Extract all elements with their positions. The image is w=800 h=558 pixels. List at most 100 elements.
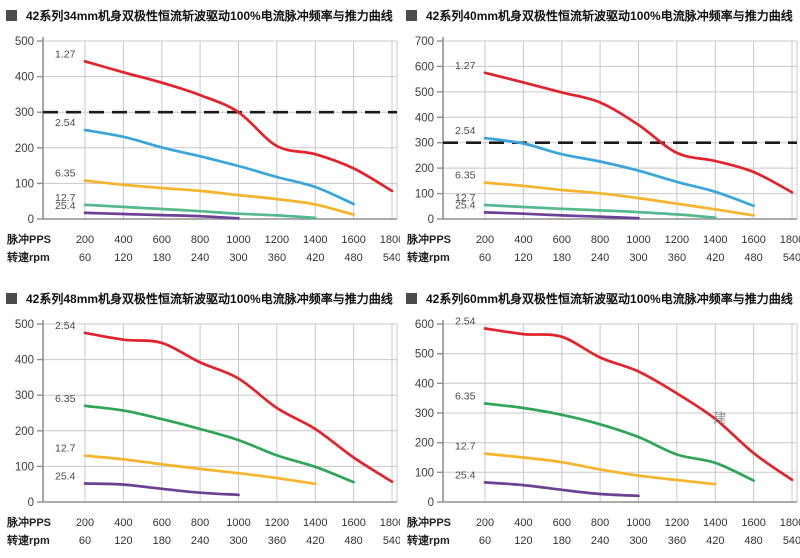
x-tick-label-pps: 600 xyxy=(153,517,171,529)
x-tick-label-pps: 800 xyxy=(191,517,209,529)
y-tick-label: 300 xyxy=(15,107,34,119)
torque-curve-chart-48mm: 0 100 200 300 400 500 2.54 6.35 12.7 25.4 脉冲PPS 转速r… xyxy=(6,319,400,546)
y-tick-label: 400 xyxy=(415,378,434,390)
series-label-2.54: 2.54 xyxy=(455,125,476,137)
series-line-25.4 xyxy=(483,481,640,498)
series-label-6.35: 6.35 xyxy=(455,391,476,403)
series-label-2.54: 2.54 xyxy=(55,320,76,332)
title-bullet-icon xyxy=(406,292,417,304)
series-line-6.35 xyxy=(483,402,755,482)
chart-title: 42系列60mm机身双极性恒流斩波驱动100%电流脉冲频率与推力曲线 xyxy=(426,291,793,306)
x-tick-label-pps: 1000 xyxy=(226,234,250,246)
chart-title: 42系列40mm机身双极性恒流斩波驱动100%电流脉冲频率与推力曲线 xyxy=(426,8,793,23)
x-tick-label-rpm: 360 xyxy=(268,252,286,263)
chart-title-row: 42系列40mm机身双极性恒流斩波驱动100%电流脉冲频率与推力曲线 xyxy=(406,7,800,23)
series-line-25.4 xyxy=(83,482,240,497)
x-tick-label-pps: 1000 xyxy=(626,234,650,246)
x-tick-label-pps: 800 xyxy=(591,517,609,529)
x-tick-label-rpm: 540 xyxy=(783,252,800,263)
series-line-6.35 xyxy=(483,181,755,217)
x-tick-label-pps: 1400 xyxy=(303,234,327,246)
grid xyxy=(443,40,798,219)
x-tick-label-pps: 400 xyxy=(514,517,532,529)
series-line-2.54 xyxy=(83,331,394,484)
grid xyxy=(443,323,798,502)
y-tick-label: 200 xyxy=(15,426,34,438)
torque-curve-chart-60mm: 0 100 200 300 400 500 600 2.54 6.35 12.7 25.4 建脉冲PP… xyxy=(406,316,800,547)
x-tick-label-pps: 400 xyxy=(114,234,132,246)
chart-cell-42-40mm: 42系列40mm机身双极性恒流斩波驱动100%电流脉冲频率与推力曲线 0 100 2… xyxy=(400,3,800,263)
y-tick-label: 200 xyxy=(415,163,434,175)
y-tick-label: 400 xyxy=(15,72,34,84)
x-tick-label-rpm: 240 xyxy=(191,252,209,263)
y-tick-label: 500 xyxy=(415,87,434,99)
x-tick-label-rpm: 120 xyxy=(114,252,132,263)
x-tick-label-rpm: 300 xyxy=(629,535,647,546)
series-line-25.4 xyxy=(83,211,240,220)
y-tick-label: 100 xyxy=(415,189,434,201)
x-axis-header-rpm: 转速rpm xyxy=(407,250,450,263)
series-line-25.4 xyxy=(483,211,640,220)
y-tick-label: 200 xyxy=(15,143,34,155)
series-line-2.54 xyxy=(483,136,755,208)
x-tick-label-rpm: 480 xyxy=(744,252,762,263)
x-tick-label-pps: 200 xyxy=(76,517,94,529)
series-line-12.7 xyxy=(83,203,317,220)
series-label-25.4: 25.4 xyxy=(55,471,76,483)
x-tick-label-pps: 1200 xyxy=(665,517,689,529)
series-label-12.7: 12.7 xyxy=(455,441,476,453)
x-tick-label-rpm: 180 xyxy=(553,535,571,546)
chart-title-row: 42系列48mm机身双极性恒流斩波驱动100%电流脉冲频率与推力曲线 xyxy=(6,290,400,306)
series-line-1.27 xyxy=(483,71,794,194)
x-tick-label-rpm: 60 xyxy=(479,252,491,263)
y-tick-label: 0 xyxy=(28,214,34,226)
x-tick-label-rpm: 360 xyxy=(668,252,686,263)
y-tick-label: 100 xyxy=(15,178,34,190)
y-tick-label: 300 xyxy=(415,138,434,150)
x-tick-label-rpm: 480 xyxy=(344,535,362,546)
x-tick-label-rpm: 300 xyxy=(629,252,647,263)
series-label-25.4: 25.4 xyxy=(55,200,76,212)
y-tick-label: 500 xyxy=(15,319,34,331)
x-tick-label-rpm: 420 xyxy=(306,252,324,263)
series-label-1.27: 1.27 xyxy=(55,48,76,60)
x-tick-label-pps: 1800 xyxy=(780,517,800,529)
x-tick-label-pps: 1000 xyxy=(226,517,250,529)
x-tick-label-rpm: 540 xyxy=(383,252,400,263)
chart-title-row: 42系列60mm机身双极性恒流斩波驱动100%电流脉冲频率与推力曲线 xyxy=(406,290,800,306)
y-tick-label: 400 xyxy=(15,355,34,367)
series-label-12.7: 12.7 xyxy=(455,192,476,204)
x-tick-label-pps: 1600 xyxy=(741,234,765,246)
x-tick-label-pps: 600 xyxy=(553,234,571,246)
x-tick-label-rpm: 120 xyxy=(514,535,532,546)
x-tick-label-pps: 1600 xyxy=(741,517,765,529)
x-tick-label-rpm: 420 xyxy=(706,252,724,263)
x-axis-header-rpm: 转速rpm xyxy=(407,533,450,546)
title-bullet-icon xyxy=(6,292,17,304)
x-tick-label-pps: 200 xyxy=(476,234,494,246)
y-tick-label: 300 xyxy=(415,408,434,420)
x-tick-label-pps: 1400 xyxy=(703,517,727,529)
title-bullet-icon xyxy=(406,9,417,21)
series-label-6.35: 6.35 xyxy=(55,393,76,405)
series-line-12.7 xyxy=(483,203,717,220)
series-line-6.35 xyxy=(83,179,355,217)
series-line-6.35 xyxy=(83,404,355,484)
x-tick-label-pps: 400 xyxy=(114,517,132,529)
x-tick-label-rpm: 240 xyxy=(191,535,209,546)
x-tick-label-rpm: 420 xyxy=(706,535,724,546)
x-tick-label-pps: 1800 xyxy=(380,234,400,246)
y-tick-label: 0 xyxy=(28,497,34,509)
x-axis-header-pps: 脉冲PPS xyxy=(406,232,451,246)
x-tick-label-pps: 1800 xyxy=(780,234,800,246)
x-tick-label-pps: 600 xyxy=(553,517,571,529)
y-tick-label: 0 xyxy=(428,214,434,226)
x-axis-header-rpm: 转速rpm xyxy=(7,533,50,546)
x-tick-label-pps: 600 xyxy=(153,234,171,246)
chart-title-row: 42系列34mm机身双极性恒流斩波驱动100%电流脉冲频率与推力曲线 xyxy=(6,7,400,23)
x-tick-label-pps: 400 xyxy=(514,234,532,246)
y-tick-label: 100 xyxy=(415,467,434,479)
x-tick-label-rpm: 240 xyxy=(591,535,609,546)
x-tick-label-rpm: 360 xyxy=(668,535,686,546)
y-tick-label: 500 xyxy=(415,349,434,361)
